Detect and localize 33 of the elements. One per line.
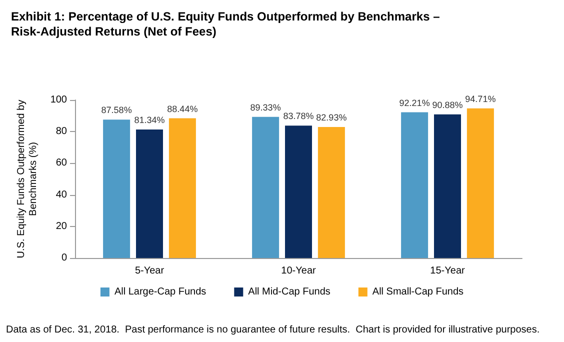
y-tick-label: 0: [61, 252, 68, 264]
text: 81.34%: [134, 114, 165, 125]
bar: [434, 114, 461, 258]
y-tick-label: 60: [56, 158, 68, 169]
y-tick-label: 40: [56, 189, 68, 200]
y-tick-label: 20: [56, 220, 68, 232]
legend-label: All Small-Cap Funds: [372, 286, 464, 298]
text: 92.21%: [399, 98, 430, 108]
bar: [136, 129, 163, 258]
text: 88.44%: [167, 104, 198, 114]
bar: [318, 126, 345, 258]
text: Data as of Dec. 31, 2018. Past performance is no guarantee of future results. Chart is provided for illustrative purposes.: [6, 324, 540, 336]
y-axis-title: U.S. Equity Funds Outperformed by Benchmarks (%): [16, 100, 39, 258]
text: 90.88%: [432, 100, 463, 110]
text: 82.93%: [316, 112, 347, 122]
text: 89.33%: [250, 102, 281, 112]
x-tick-label: 5-Year: [134, 266, 165, 276]
bar: [285, 126, 312, 258]
chart-title: Exhibit 1: Percentage of U.S. Equity Funds Outperformed by Benchmarks – Risk-Adjusted Returns (Net of Fees): [11, 10, 440, 38]
legend-label: All Mid-Cap Funds: [248, 286, 330, 298]
legend-label: All Large-Cap Funds: [114, 286, 206, 298]
bar: [252, 116, 280, 258]
bar: [168, 118, 196, 258]
y-tick-label: 80: [56, 126, 68, 138]
bar: [401, 112, 428, 258]
bar: [103, 120, 130, 258]
y-tick-label: 100: [50, 94, 68, 106]
text: 87.58%: [101, 105, 132, 116]
x-tick-label: 15-Year: [430, 266, 466, 276]
text: 83.78%: [283, 111, 314, 122]
text: 94.71%: [465, 94, 496, 104]
bar: [466, 108, 494, 258]
x-tick-label: 10-Year: [281, 266, 316, 276]
